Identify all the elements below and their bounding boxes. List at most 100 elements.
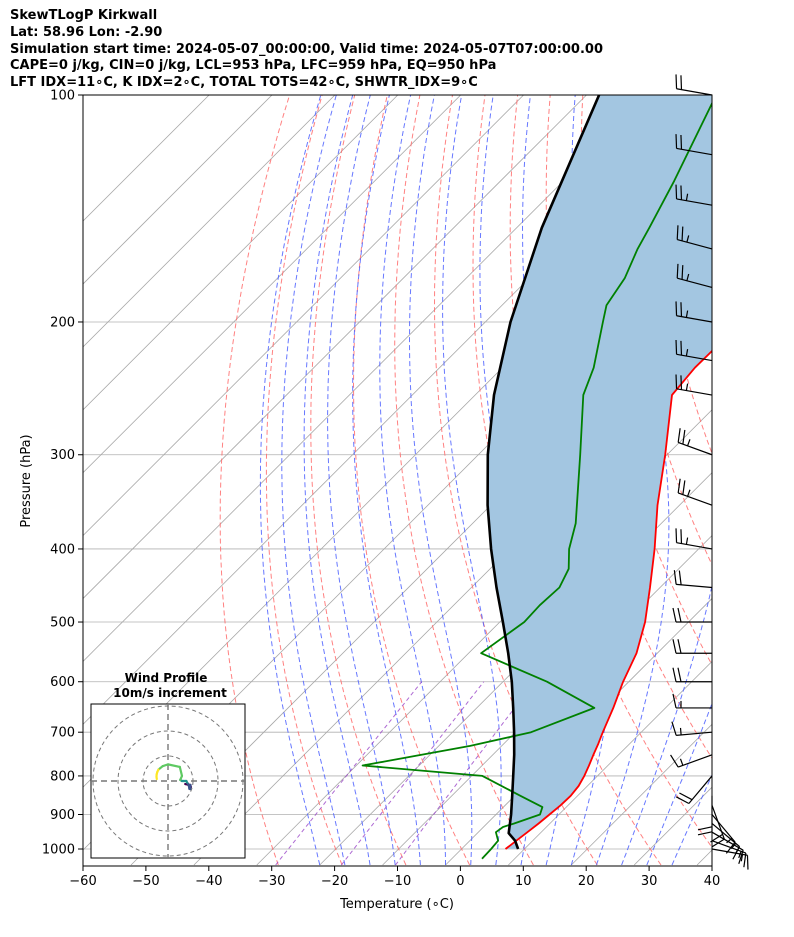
isotherm-line [319, 472, 712, 866]
isotherm-line [83, 95, 399, 411]
inset-subtitle: 10m/s increment [113, 686, 227, 700]
hodograph-segment [178, 765, 184, 778]
wind-barb [711, 840, 747, 868]
hodograph-segment [166, 763, 181, 769]
mixing-ratio-line [395, 681, 536, 866]
wind-barb [677, 428, 713, 456]
y-tick-label: 300 [50, 448, 75, 463]
isotherm-line [83, 95, 461, 474]
wind-barb [697, 795, 713, 836]
dry-adiabat-line [352, 95, 471, 866]
dry-adiabat-line [746, 95, 794, 865]
parcel-path-line [486, 95, 601, 850]
dry-adiabat-line [472, 95, 662, 866]
isotherm-line [83, 95, 587, 600]
moist-adiabat-line [303, 95, 371, 866]
chart-title: SkewTLogP Kirkwall [10, 8, 158, 23]
wind-profile-inset: Wind Profile 10m/s increment [90, 671, 246, 859]
wind-barb [672, 607, 712, 623]
dry-adiabat-line [265, 95, 343, 866]
wind-barb [675, 184, 713, 206]
moist-adiabat-line [596, 95, 670, 866]
dry-adiabat-line [614, 95, 712, 566]
wind-barb [672, 639, 712, 654]
moist-adiabat-line [379, 95, 446, 865]
wind-barb [675, 74, 713, 96]
x-tick-label: −60 [69, 874, 96, 889]
dry-adiabat-line [219, 95, 291, 866]
y-tick-label: 400 [50, 542, 75, 557]
wind-barb [675, 374, 713, 396]
moist-adiabat-line [259, 95, 322, 866]
wind-barb [711, 823, 741, 860]
moist-adiabat-line [281, 95, 346, 866]
time-line: Simulation start time: 2024-05-07_00:00:… [10, 41, 603, 57]
y-tick-label: 600 [50, 675, 75, 690]
wind-barb [670, 754, 713, 768]
moist-adiabat-line [352, 95, 421, 866]
moist-adiabat-line [646, 702, 712, 866]
chart-header: SkewTLogP Kirkwall Lat: 58.96 Lon: -2.90… [10, 8, 603, 92]
y-tick-label: 700 [50, 726, 75, 741]
axes: −60 −50 −40 −30 −20 −10 0 10 20 30 40 1000 900 800 700… [42, 89, 720, 890]
moist-adiabat-line [409, 95, 473, 866]
wind-barb [672, 667, 712, 683]
x-tick-label: 40 [704, 874, 721, 889]
location-line: Lat: 58.96 Lon: -2.90 [10, 24, 163, 40]
wind-barbs [670, 74, 749, 870]
isotherm-line [571, 723, 712, 866]
y-axis-label: Pressure (hPa) [19, 434, 34, 527]
wind-barb [675, 775, 713, 805]
cape-shade-area [487, 95, 712, 849]
y-tick-label: 100 [50, 89, 75, 104]
inset-title: Wind Profile [125, 671, 208, 685]
wind-barb [671, 721, 713, 736]
cape-cin-shading [487, 95, 712, 849]
wind-barb [676, 225, 713, 250]
isotherm-line [508, 660, 712, 866]
isotherm-line [83, 95, 650, 662]
dry-adiabat-line [778, 95, 794, 865]
x-tick-label: 20 [578, 874, 595, 889]
mixing-ratio-line [275, 681, 423, 866]
x-tick-label: −30 [258, 874, 285, 889]
dry-adiabat-line [509, 95, 712, 849]
wind-barb [675, 528, 713, 550]
y-tick-label: 500 [50, 616, 75, 631]
isotherm-line [83, 95, 524, 537]
indices-line-1: CAPE=0 j/kg, CIN=0 j/kg, LCL=953 hPa, LF… [10, 58, 497, 74]
x-tick-label: 0 [456, 874, 464, 889]
y-tick-label: 900 [50, 808, 75, 823]
series-layer [361, 95, 712, 860]
x-tick-label: 10 [515, 874, 532, 889]
x-tick-label: −40 [195, 874, 222, 889]
mixing-ratio-line [341, 681, 485, 866]
y-tick-label: 800 [50, 769, 75, 784]
dewpoint-profile-line [361, 101, 712, 860]
wind-barb [672, 693, 712, 709]
x-tick-label: −10 [384, 874, 411, 889]
wind-barb [677, 478, 713, 506]
isotherm-line [83, 95, 273, 285]
y-tick-label: 1000 [42, 843, 75, 858]
dry-adiabat-line [713, 95, 794, 865]
indices-line-2: LFT IDX=11∘C, K IDX=2∘C, TOTAL TOTS=42∘C… [10, 75, 478, 91]
dry-adiabat-line [394, 95, 534, 866]
wind-barb [675, 301, 713, 323]
moist-adiabat-line [621, 95, 712, 866]
wind-barb [675, 134, 713, 156]
x-axis-label: Temperature (∘C) [339, 897, 454, 912]
wind-barb [673, 570, 713, 589]
x-tick-label: 30 [641, 874, 658, 889]
moist-adiabat-line [327, 95, 396, 866]
wind-barb [675, 339, 713, 362]
wind-barb [711, 814, 736, 854]
dry-adiabat-line [310, 95, 407, 866]
wind-barb [676, 263, 713, 289]
x-tick-label: −50 [132, 874, 159, 889]
x-tick-label: −20 [321, 874, 348, 889]
moist-adiabat-line [671, 773, 712, 866]
hodograph-ring [117, 730, 219, 832]
y-tick-label: 200 [50, 315, 75, 330]
